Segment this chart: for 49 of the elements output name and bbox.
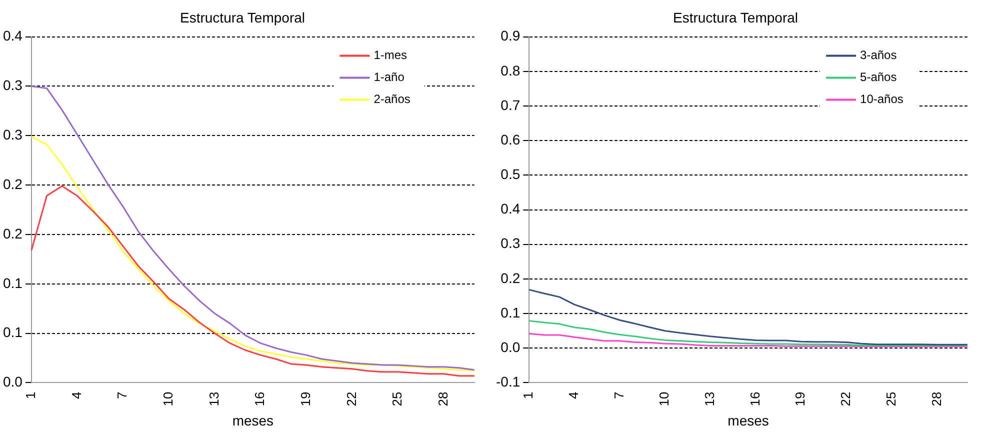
y-tick-label: 0.9 <box>500 28 520 44</box>
x-tick-label: 25 <box>390 392 405 406</box>
x-tick-label: 22 <box>838 392 854 406</box>
x-tick-label: 4 <box>566 392 582 399</box>
x-tick-label: 13 <box>702 392 718 406</box>
x-tick-label: 10 <box>160 392 176 406</box>
x-tick-label: 22 <box>344 392 359 406</box>
legend-label: 1-año <box>374 70 405 84</box>
x-tick-label: 4 <box>68 392 84 399</box>
chart-title: Estructura Temporal <box>672 9 798 26</box>
y-tick-label: -0.1 <box>496 374 520 390</box>
x-tick-label: 28 <box>928 392 944 406</box>
y-tick-label: 0.4 <box>2 28 23 44</box>
y-tick-label: 0.2 <box>500 270 520 286</box>
x-axis-title: meses <box>728 412 769 428</box>
y-tick-label: 0.5 <box>500 166 520 182</box>
x-axis-title: meses <box>232 412 274 428</box>
y-tick-label: 0.1 <box>500 304 520 320</box>
y-tick-label: 0.3 <box>500 235 520 252</box>
y-tick-label: 0.2 <box>2 176 23 192</box>
x-tick-label: 10 <box>656 392 672 406</box>
x-tick-label: 28 <box>435 392 450 406</box>
chart-title: Estructura Temporal <box>180 9 306 26</box>
y-tick-label: 0.7 <box>500 96 520 113</box>
x-tick-label: 1 <box>23 392 38 399</box>
y-tick-label: 0.3 <box>2 77 23 94</box>
legend-label: 10-años <box>860 92 904 106</box>
x-tick-label: 7 <box>114 392 130 399</box>
x-tick-label: 16 <box>747 392 762 406</box>
y-tick-label: 0.0 <box>2 374 23 390</box>
legend-label: 1-mes <box>374 48 408 62</box>
y-tick-label: 0.3 <box>2 126 23 142</box>
y-tick-label: 0.8 <box>500 62 520 78</box>
y-tick-label: 0.6 <box>500 131 520 148</box>
x-tick-label: 16 <box>252 392 268 406</box>
x-tick-label: 19 <box>298 392 313 406</box>
y-tick-label: 0.1 <box>2 274 23 291</box>
y-tick-label: 0.1 <box>2 324 23 340</box>
legend-label: 5-años <box>860 70 897 84</box>
x-tick-label: 25 <box>883 392 898 406</box>
x-tick-label: 7 <box>611 392 626 399</box>
x-tick-label: 19 <box>792 392 808 406</box>
y-tick-label: 0.0 <box>500 339 520 356</box>
y-tick-label: 0.4 <box>500 200 520 217</box>
x-tick-label: 13 <box>206 392 222 406</box>
y-tick-label: 0.2 <box>2 225 23 242</box>
x-tick-label: 1 <box>520 392 536 399</box>
legend-label: 3-años <box>860 48 897 62</box>
legend-label: 2-años <box>374 92 410 106</box>
